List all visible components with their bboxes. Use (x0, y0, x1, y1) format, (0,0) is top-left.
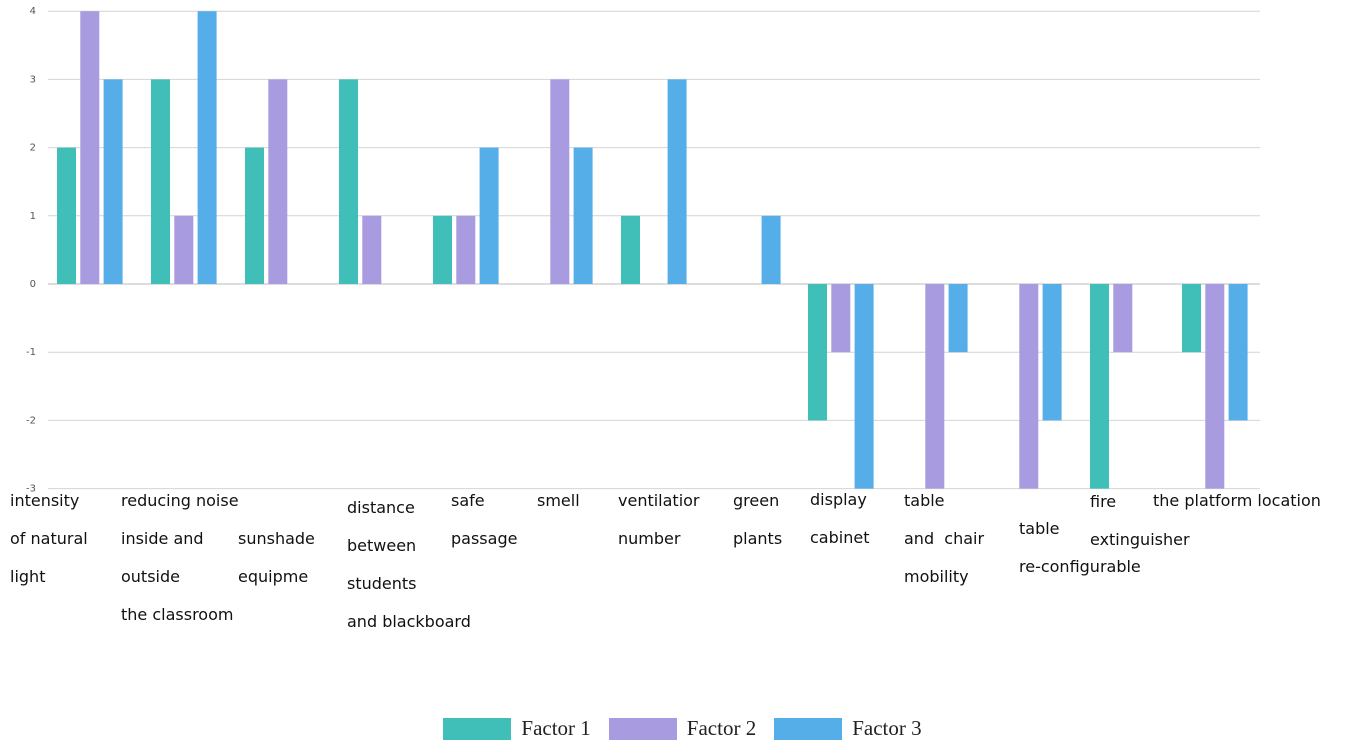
bar (1228, 284, 1248, 421)
gridlines (48, 10, 1260, 490)
y-tick-label: 2 (30, 143, 36, 154)
bar (761, 215, 781, 284)
x-category-label: distance between students and blackboard (347, 498, 471, 631)
x-category-label: intensity of natural light (10, 491, 88, 586)
bars (57, 11, 1248, 489)
bar (621, 215, 640, 284)
bar (925, 284, 945, 489)
bar (831, 284, 851, 353)
legend-item-factor-3: Factor 3 (774, 716, 922, 741)
bar (268, 79, 288, 285)
legend-swatch-factor-3 (774, 717, 843, 740)
x-category-label: reducing noise inside and outside the cl… (121, 491, 239, 624)
y-tick-label: 3 (30, 74, 36, 85)
x-category-label: table and chair mobility (904, 491, 985, 586)
bar (808, 284, 827, 421)
y-tick-label: 0 (30, 279, 36, 290)
bar (1113, 284, 1133, 353)
bar (550, 79, 570, 285)
x-category-label: ventilatior number (618, 491, 700, 548)
bar (174, 215, 194, 284)
bar (197, 11, 217, 284)
y-tick-label: 4 (30, 6, 36, 17)
x-category-label: green plants (733, 491, 783, 548)
y-tick-label: -1 (26, 347, 36, 358)
legend: Factor 1 Factor 2 Factor 3 (0, 716, 1365, 741)
legend-label-factor-2: Factor 2 (686, 716, 757, 740)
bar (1205, 284, 1225, 489)
bar (1182, 284, 1201, 353)
bar (339, 79, 358, 285)
y-tick-label: -2 (26, 415, 36, 426)
legend-item-factor-1: Factor 1 (443, 716, 591, 741)
x-category-label: safe passage (451, 491, 518, 548)
y-tick-label: -3 (26, 484, 36, 495)
bar (362, 215, 382, 284)
y-tick-label: 1 (30, 211, 36, 222)
legend-label-factor-1: Factor 1 (521, 716, 591, 740)
x-category-label: smell (537, 491, 580, 510)
x-category-label: table re-configurable (1019, 519, 1141, 576)
x-category-label: fire extinguisher (1090, 492, 1190, 549)
bar (854, 284, 874, 489)
bar (573, 147, 593, 284)
bar (80, 11, 100, 284)
bar (103, 79, 123, 285)
legend-swatch-factor-1 (443, 717, 512, 740)
x-category-label: sunshade equipme (238, 529, 315, 586)
legend-item-factor-2: Factor 2 (608, 716, 757, 741)
bar (948, 284, 968, 353)
legend-label-factor-3: Factor 3 (852, 716, 922, 740)
legend-swatch-factor-2 (608, 717, 677, 740)
bar (57, 147, 76, 284)
bar (1090, 284, 1109, 489)
bar (1042, 284, 1062, 421)
bar (479, 147, 499, 284)
bar (245, 147, 264, 284)
y-axis-ticks: 4 3 2 1 0 -1 -2 -3 (26, 6, 36, 494)
x-category-label: the platform location (1153, 491, 1321, 510)
bar (456, 215, 476, 284)
bar (1019, 284, 1039, 489)
x-category-label: display cabinet (810, 490, 870, 547)
bar (433, 215, 452, 284)
bar (151, 79, 170, 285)
bar (667, 79, 687, 285)
